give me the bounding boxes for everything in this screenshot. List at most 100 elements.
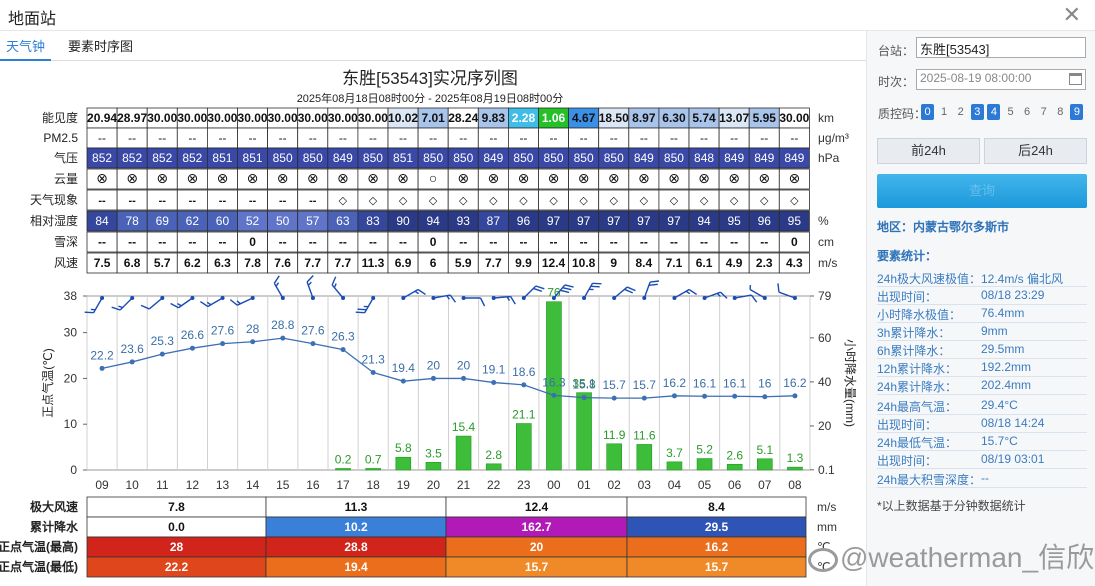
cell-wind-value: 6: [430, 256, 437, 270]
cell-pm25-value: --: [550, 131, 558, 145]
wind-barb: [331, 276, 344, 299]
qc-code-6[interactable]: 6: [1024, 106, 1031, 118]
cell-humidity-value: 60: [216, 214, 230, 228]
cell-wind-value: 6.2: [184, 256, 201, 270]
watermark: @weatherman_信欣: [808, 536, 1094, 576]
close-icon[interactable]: ✕: [1062, 2, 1081, 27]
qc-code-9[interactable]: 9: [1070, 104, 1084, 120]
cell-cloud-value: ⊗: [548, 170, 560, 186]
x-tick-label: 03: [638, 478, 652, 492]
y-right-tick: 0.1: [818, 463, 835, 477]
wind-barb-half: [90, 308, 96, 311]
cell-visibility-value: 30.00: [328, 111, 358, 125]
x-tick-label: 20: [427, 478, 441, 492]
precip-bar-label: 2.8: [485, 448, 502, 462]
cell-wind-value: 9.9: [515, 256, 532, 270]
cell-weather-value: --: [189, 195, 197, 207]
cell-visibility-value: 18.50: [599, 111, 629, 125]
cell-wind-value: 9: [610, 256, 617, 270]
temperature-point: [641, 395, 647, 401]
row-unit-pm25: μg/m³: [818, 131, 849, 145]
cell-wind-value: 7.8: [244, 256, 261, 270]
prev-24h-button[interactable]: 前24h: [877, 138, 980, 164]
wind-barb: [84, 297, 103, 314]
wind-barb-dot: [612, 296, 617, 300]
qc-code-4[interactable]: 4: [987, 104, 1001, 120]
wind-barb-half: [307, 281, 312, 286]
wind-barb: [229, 297, 253, 306]
summary-value-tmax: 16.2: [705, 540, 729, 554]
cell-pressure-value: 850: [273, 151, 293, 165]
qc-code-5[interactable]: 5: [1007, 106, 1014, 118]
row-unit-pressure: hPa: [818, 151, 840, 165]
temperature-point: [159, 351, 165, 357]
wind-barb-staff: [734, 294, 752, 299]
time-input[interactable]: 2025-08-19 08:00:00: [916, 69, 1086, 90]
temperature-line: [101, 337, 795, 399]
qc-code-3[interactable]: 3: [970, 104, 984, 120]
qc-code-1[interactable]: 1: [941, 106, 948, 118]
cell-humidity-value: 96: [517, 214, 531, 228]
cell-weather-value: --: [279, 195, 287, 207]
station-input[interactable]: 东胜[53543]: [916, 37, 1086, 58]
qc-code-7[interactable]: 7: [1040, 106, 1047, 118]
cell-snow-value: --: [730, 235, 738, 249]
chart-subtitle: 2025年08月18日08时00分 - 2025年08月19日08时00分: [296, 93, 564, 105]
summary-value-gust: 8.4: [708, 500, 725, 514]
cell-visibility-value: 4.67: [572, 111, 596, 125]
cell-humidity-value: 95: [727, 214, 741, 228]
stat-divider: [877, 322, 1087, 323]
cell-weather-value: --: [128, 195, 136, 207]
cell-visibility-value: 13.07: [719, 111, 749, 125]
x-tick-label: 13: [216, 478, 230, 492]
wind-barb-full: [170, 302, 179, 309]
stat-divider: [877, 376, 1087, 377]
cell-snow-value: --: [339, 235, 347, 249]
wind-barb: [553, 284, 574, 299]
summary-value-tmin: 19.4: [344, 560, 368, 574]
cell-humidity-value: 93: [457, 214, 471, 228]
qc-code-2[interactable]: 2: [957, 106, 964, 118]
row-label-pressure: 气压: [54, 150, 78, 165]
wind-barb-dot: [250, 296, 255, 300]
cell-pressure-value: 850: [544, 151, 564, 165]
cell-snow-value: --: [218, 235, 226, 249]
next-24h-button[interactable]: 后24h: [984, 138, 1087, 164]
wind-barb: [777, 283, 796, 299]
query-button[interactable]: 查询: [877, 174, 1087, 208]
temperature-point: [430, 375, 436, 381]
cell-weather-value: ◇: [489, 195, 498, 207]
wind-barb-dot: [310, 296, 315, 300]
precip-bar-label: 3.7: [666, 446, 683, 460]
weibo-logo-icon: [808, 547, 838, 572]
cell-weather-value: ◇: [519, 195, 528, 207]
cell-humidity-value: 95: [788, 214, 802, 228]
wind-barb: [199, 297, 223, 308]
cell-weather-value: ◇: [610, 195, 619, 207]
cell-pm25-value: --: [399, 131, 407, 145]
wind-barb: [583, 282, 602, 299]
wind-barb-half: [275, 282, 280, 287]
summary-value-tmax: 28: [170, 540, 184, 554]
cell-weather-value: ◇: [670, 195, 679, 207]
tab-weather-clock[interactable]: 天气钟: [0, 33, 52, 61]
qc-code-8[interactable]: 8: [1057, 106, 1064, 118]
cell-wind: [778, 252, 810, 274]
y-left-tick: 30: [64, 326, 78, 340]
tab-element-series[interactable]: 要素时序图: [68, 39, 134, 54]
summary-cell-tmin: [626, 556, 807, 578]
temperature-point: [370, 369, 376, 375]
temperature-label: 23.6: [121, 342, 145, 356]
stat-divider: [877, 304, 1087, 305]
cell-visibility-value: 9.83: [482, 111, 506, 125]
y-right-tick: 60: [818, 331, 832, 345]
calendar-icon[interactable]: [1069, 73, 1082, 85]
qc-code-0[interactable]: 0: [921, 104, 934, 120]
wind-barb-dot: [762, 296, 767, 300]
cell-cloud-value: ⊗: [788, 170, 800, 186]
cell-pm25-value: --: [309, 131, 317, 145]
window-title: 地面站: [8, 11, 57, 28]
cell-cloud-value: ⊗: [638, 170, 650, 186]
cell-cloud-value: ⊗: [337, 170, 349, 186]
cell-visibility-value: 30.00: [779, 111, 809, 125]
